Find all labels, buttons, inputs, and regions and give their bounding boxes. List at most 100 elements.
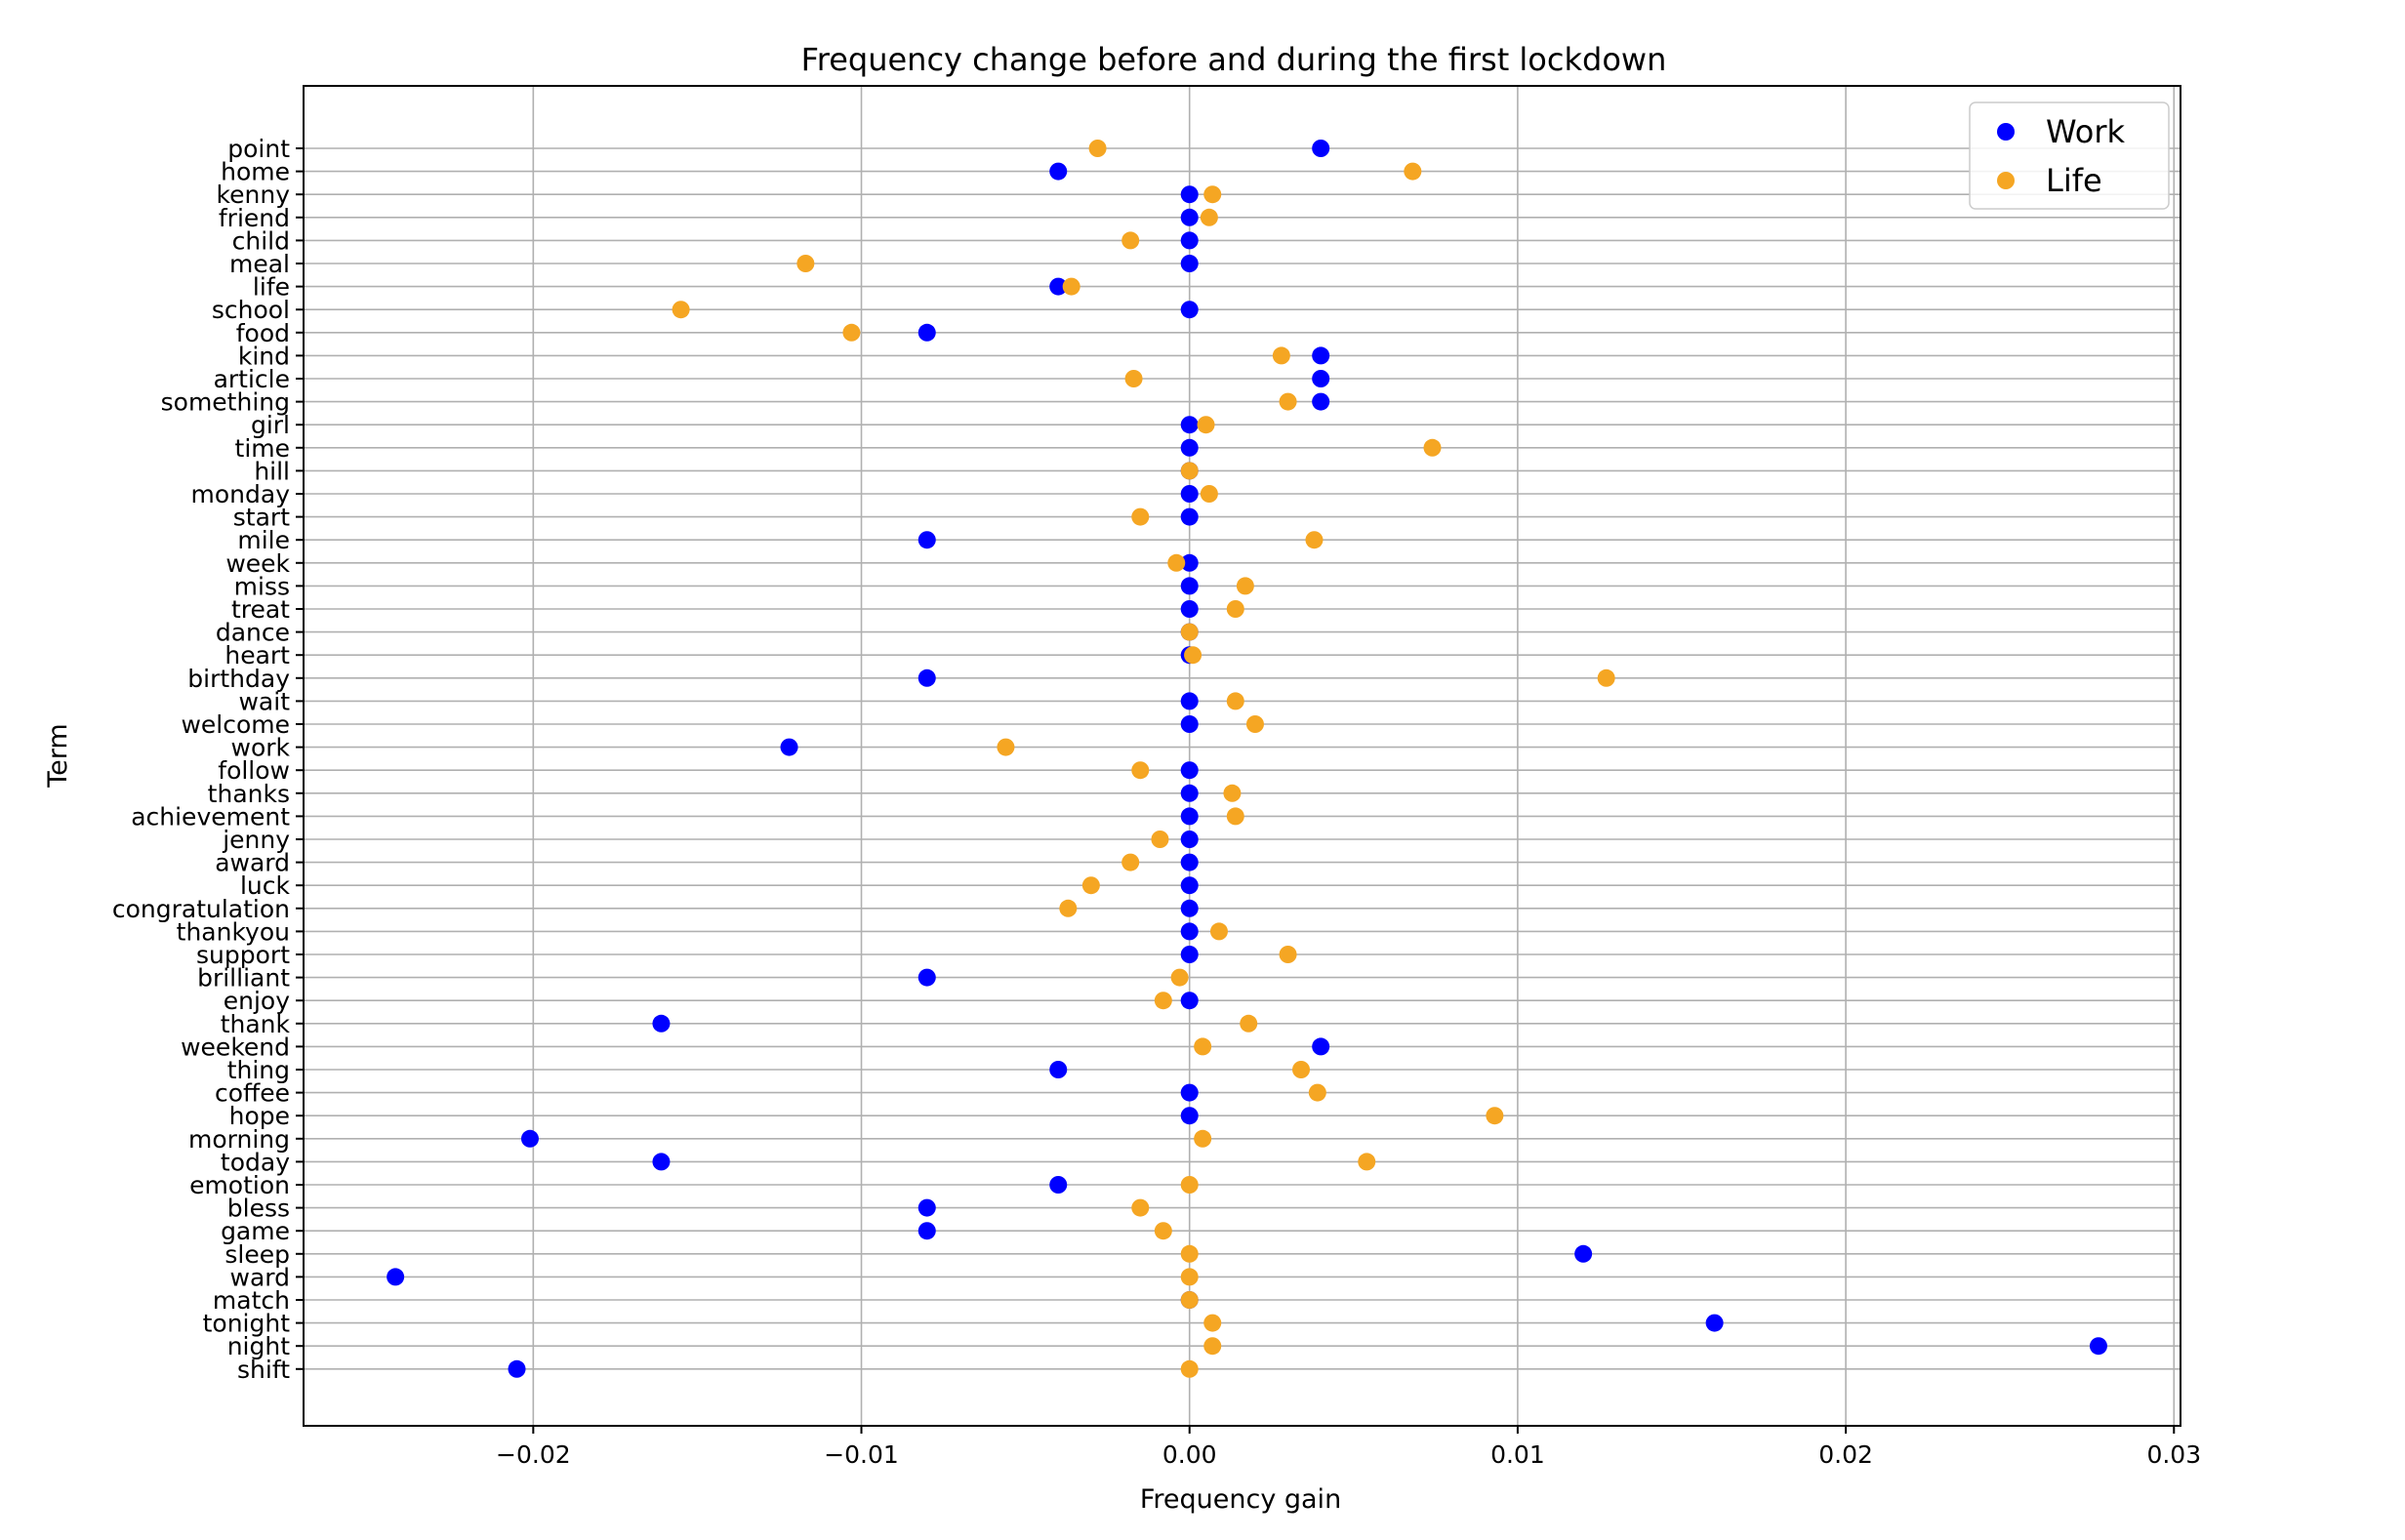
data-point (1049, 1176, 1068, 1194)
y-tick-label: jenny (222, 826, 290, 854)
data-point (1209, 922, 1228, 941)
y-tick-label: shift (237, 1356, 290, 1384)
y-axis-label: Term (43, 723, 73, 788)
y-tick-label: enjoy (224, 987, 290, 1015)
data-point (780, 738, 798, 756)
legend-marker (1997, 123, 2015, 141)
data-point (1272, 346, 1290, 365)
y-tick-label: coffee (215, 1079, 290, 1108)
data-point (1180, 992, 1199, 1010)
y-tick-label: home (221, 158, 290, 186)
y-tick-label: treat (231, 595, 290, 624)
data-point (1124, 370, 1143, 387)
data-point (1180, 1107, 1199, 1125)
data-point (508, 1359, 526, 1378)
x-axis-ticks: −0.02 −0.01 0.00 0.01 0.02 0.03 (496, 1426, 2201, 1469)
chart-title: Frequency change before and during the f… (801, 41, 1667, 78)
data-point (1180, 1359, 1199, 1378)
data-point (1170, 968, 1189, 987)
data-point (1197, 416, 1215, 434)
data-point (1180, 438, 1199, 457)
y-tick-label: thanks (208, 780, 290, 808)
data-point (1180, 876, 1199, 895)
data-point (1203, 1314, 1222, 1332)
data-point (387, 1268, 405, 1286)
data-point (1131, 507, 1150, 526)
data-point (1121, 231, 1140, 250)
y-tick-label: child (232, 226, 290, 255)
data-point (1305, 531, 1324, 549)
data-point (1180, 1083, 1199, 1102)
y-tick-label: girl (251, 411, 290, 439)
data-point (1200, 485, 1218, 503)
data-point (652, 1014, 671, 1033)
data-point (1486, 1107, 1504, 1125)
data-point (1121, 853, 1140, 871)
data-point (917, 1222, 936, 1240)
y-tick-label: heart (224, 641, 290, 669)
data-point (1180, 185, 1199, 204)
data-point (1151, 831, 1169, 848)
y-tick-label: mile (237, 526, 290, 554)
data-point (1312, 346, 1330, 365)
y-tick-label: article (214, 365, 290, 393)
data-point (1200, 208, 1218, 226)
y-tick-label: emotion (189, 1171, 290, 1199)
data-point (672, 301, 690, 319)
data-point (1180, 255, 1199, 272)
data-point (1088, 140, 1107, 157)
data-point (1180, 761, 1199, 780)
x-tick-label: 0.01 (1490, 1440, 1545, 1469)
data-point (1312, 140, 1330, 157)
legend: Work Life (1969, 101, 2170, 210)
legend-box (1969, 101, 2170, 210)
data-point (1223, 784, 1242, 802)
y-tick-label: friend (219, 204, 290, 232)
y-tick-label: miss (234, 572, 290, 600)
data-point (1203, 1337, 1222, 1356)
y-tick-label: tonight (203, 1310, 291, 1338)
data-point (1180, 922, 1199, 941)
data-point (1574, 1244, 1593, 1263)
y-tick-label: kenny (217, 181, 291, 209)
data-point (1180, 600, 1199, 618)
data-point (1245, 715, 1264, 733)
data-point (1705, 1314, 1724, 1332)
y-tick-label: hope (229, 1102, 290, 1130)
data-point (1167, 553, 1186, 572)
data-point (1180, 899, 1199, 917)
y-tick-label: game (221, 1217, 290, 1245)
y-tick-label: night (227, 1332, 291, 1360)
data-point (1180, 1291, 1199, 1309)
data-point (1203, 185, 1222, 204)
x-axis-label: Frequency gain (1140, 1484, 1341, 1515)
data-point (1597, 669, 1615, 687)
data-point (2089, 1337, 2107, 1356)
grid-layer (304, 86, 2181, 1426)
data-point (1180, 485, 1199, 503)
y-tick-label: food (236, 319, 290, 347)
x-tick-label: −0.02 (496, 1440, 571, 1469)
data-point (1194, 1129, 1212, 1148)
data-point (1180, 946, 1199, 963)
data-point (1131, 761, 1150, 780)
plot-frame (303, 85, 2181, 1427)
data-point (1180, 692, 1199, 710)
y-tick-label: meal (229, 250, 290, 278)
y-tick-label: weekend (181, 1033, 290, 1061)
series-life (672, 140, 1615, 1378)
legend-label: Work (2046, 113, 2126, 150)
data-point (1180, 715, 1199, 733)
y-tick-label: morning (188, 1125, 290, 1154)
y-tick-label: follow (218, 756, 290, 785)
y-tick-label: support (196, 941, 290, 969)
y-tick-label: birthday (187, 665, 290, 693)
data-point (1131, 1198, 1150, 1217)
x-tick-label: 0.02 (1818, 1440, 1873, 1469)
y-tick-label: match (213, 1286, 290, 1315)
data-point (1180, 853, 1199, 871)
y-tick-label: luck (240, 871, 291, 900)
data-point (1184, 646, 1202, 665)
data-point (1049, 162, 1068, 181)
data-point (842, 323, 861, 342)
